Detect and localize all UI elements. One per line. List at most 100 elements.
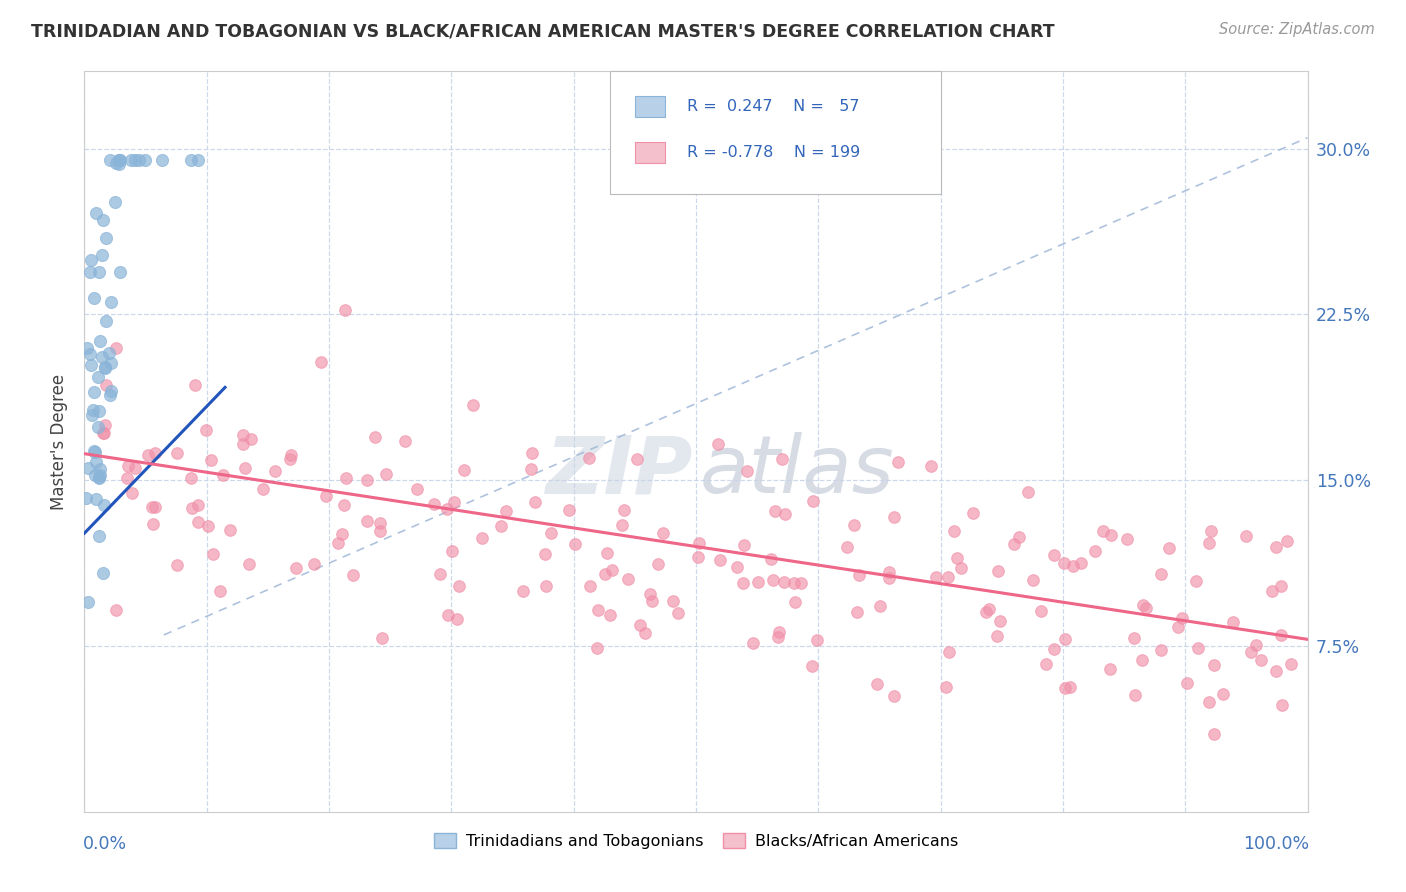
Point	[326, 536, 349, 550]
Point	[280, 448, 302, 462]
Point	[877, 571, 900, 585]
Point	[429, 567, 451, 582]
Point	[943, 524, 966, 538]
Point	[735, 464, 758, 478]
Point	[238, 557, 260, 571]
Point	[634, 625, 657, 640]
Point	[1062, 559, 1084, 574]
Point	[688, 536, 710, 550]
Point	[1130, 653, 1153, 667]
Point	[342, 568, 364, 582]
Point	[115, 471, 138, 485]
Point	[89, 470, 111, 484]
Point	[105, 341, 128, 355]
Point	[773, 507, 796, 521]
Point	[1053, 556, 1076, 570]
Point	[1115, 532, 1137, 546]
Point	[1031, 604, 1053, 618]
Point	[866, 676, 889, 690]
Point	[143, 500, 166, 514]
Point	[98, 153, 121, 167]
Point	[437, 607, 460, 622]
Point	[91, 213, 114, 227]
Point	[1070, 556, 1092, 570]
Point	[79, 265, 101, 279]
Point	[150, 153, 173, 167]
Point	[844, 518, 866, 533]
Point	[91, 426, 114, 441]
Point	[495, 504, 517, 518]
Point	[688, 550, 710, 565]
Text: R =  0.247    N =   57: R = 0.247 N = 57	[688, 99, 860, 113]
Point	[725, 559, 748, 574]
Point	[446, 611, 468, 625]
Text: TRINIDADIAN AND TOBAGONIAN VS BLACK/AFRICAN AMERICAN MASTER'S DEGREE CORRELATION: TRINIDADIAN AND TOBAGONIAN VS BLACK/AFRI…	[31, 22, 1054, 40]
Text: 0.0%: 0.0%	[83, 836, 128, 854]
Point	[315, 490, 337, 504]
Point	[806, 632, 828, 647]
Point	[124, 153, 146, 167]
Point	[1198, 695, 1220, 709]
Point	[219, 523, 242, 537]
Point	[356, 514, 378, 528]
Point	[1198, 536, 1220, 550]
Point	[104, 602, 127, 616]
Point	[441, 544, 464, 558]
Point	[1053, 632, 1076, 646]
Point	[768, 625, 790, 640]
Point	[145, 446, 167, 460]
Point	[197, 519, 219, 533]
Point	[1022, 574, 1045, 588]
Point	[83, 291, 105, 305]
Point	[76, 595, 98, 609]
Point	[180, 471, 202, 485]
Point	[522, 446, 544, 460]
Point	[1175, 676, 1198, 690]
Point	[138, 448, 160, 462]
Point	[108, 156, 131, 170]
Point	[356, 474, 378, 488]
Point	[1264, 664, 1286, 678]
Point	[80, 252, 103, 267]
Point	[883, 689, 905, 703]
Point	[588, 603, 610, 617]
Point	[117, 459, 139, 474]
Point	[83, 445, 105, 459]
Point	[98, 346, 121, 360]
Point	[647, 557, 669, 571]
Point	[536, 579, 558, 593]
Point	[707, 436, 730, 450]
Point	[747, 575, 769, 590]
Point	[89, 528, 111, 542]
Point	[1099, 662, 1122, 676]
Point	[100, 384, 122, 399]
Point	[773, 574, 796, 589]
Point	[938, 645, 960, 659]
FancyBboxPatch shape	[636, 143, 665, 163]
Point	[180, 153, 202, 167]
Point	[89, 468, 111, 483]
Point	[1123, 631, 1146, 645]
Point	[936, 570, 959, 584]
Point	[84, 491, 107, 506]
Point	[1043, 641, 1066, 656]
Point	[801, 494, 824, 508]
Point	[1054, 681, 1077, 695]
Point	[166, 558, 188, 572]
Point	[252, 482, 274, 496]
Point	[335, 471, 357, 485]
Point	[662, 593, 685, 607]
Text: R = -0.778    N = 199: R = -0.778 N = 199	[688, 145, 860, 161]
Point	[986, 629, 1008, 643]
Point	[540, 526, 562, 541]
Point	[1008, 531, 1031, 545]
Point	[979, 601, 1001, 615]
Point	[534, 547, 557, 561]
Point	[76, 461, 98, 475]
Point	[599, 608, 621, 623]
Point	[89, 334, 111, 348]
Point	[94, 314, 117, 328]
Point	[461, 398, 484, 412]
Point	[142, 516, 165, 531]
Point	[200, 453, 222, 467]
